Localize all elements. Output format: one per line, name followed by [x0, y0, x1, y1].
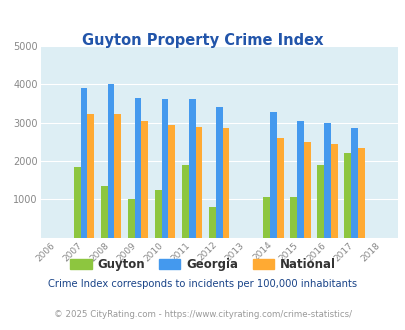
Bar [87, 114, 94, 238]
Bar [114, 114, 121, 238]
Bar [168, 125, 175, 238]
Bar [296, 121, 303, 238]
Bar [290, 197, 296, 238]
Bar [181, 165, 188, 238]
Bar [80, 88, 87, 238]
Bar [134, 98, 141, 238]
Text: Crime Index corresponds to incidents per 100,000 inhabitants: Crime Index corresponds to incidents per… [48, 279, 357, 289]
Bar [269, 112, 276, 238]
Bar [330, 144, 337, 238]
Bar [188, 99, 195, 238]
Bar [303, 142, 310, 238]
Bar [74, 167, 80, 238]
Bar [141, 121, 148, 238]
Bar [128, 199, 134, 238]
Bar [276, 138, 283, 238]
Bar [357, 148, 364, 238]
Text: Guyton Property Crime Index: Guyton Property Crime Index [82, 33, 323, 48]
Bar [350, 127, 357, 238]
Bar [262, 197, 269, 238]
Bar [323, 123, 330, 238]
Bar [222, 127, 229, 238]
Bar [161, 99, 168, 238]
Bar [317, 165, 323, 238]
Bar [155, 190, 161, 238]
Text: © 2025 CityRating.com - https://www.cityrating.com/crime-statistics/: © 2025 CityRating.com - https://www.city… [54, 310, 351, 319]
Bar [107, 83, 114, 238]
Bar [195, 127, 202, 238]
Bar [343, 153, 350, 238]
Bar [215, 108, 222, 238]
Bar [100, 186, 107, 238]
Legend: Guyton, Georgia, National: Guyton, Georgia, National [66, 253, 339, 276]
Bar [209, 207, 215, 238]
